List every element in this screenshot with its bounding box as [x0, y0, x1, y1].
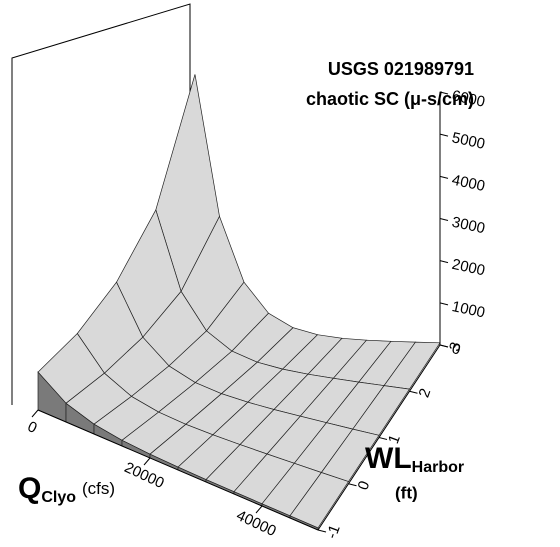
z-tick [439, 91, 449, 95]
y-tick [439, 344, 449, 348]
label-main: Q [18, 472, 41, 505]
x-tick [143, 457, 151, 466]
z-tick-label: 2000 [450, 256, 486, 280]
y-tick [409, 390, 418, 394]
title-line: chaotic SC (μ-s/cm) [306, 89, 474, 109]
y-axis-label: WLHarbor [365, 442, 464, 476]
y-tick-label: 0 [355, 479, 374, 493]
z-tick-label: 3000 [450, 214, 486, 238]
x-tick [255, 505, 263, 514]
z-tick [439, 175, 449, 179]
x-axis [37, 409, 319, 531]
x-tick-label: 20000 [122, 459, 167, 492]
y-tick [317, 529, 327, 533]
label-main: WL [365, 442, 412, 475]
label-sub: Clyo [41, 489, 76, 506]
z-tick-label: 1000 [450, 298, 486, 322]
y-tick [348, 483, 357, 487]
x-axis-label: QClyo (cfs) [18, 472, 115, 506]
x-tick-label: 40000 [234, 507, 279, 540]
z-tick [439, 302, 449, 306]
y-tick-label: 2 [416, 386, 435, 400]
x-tick [31, 409, 39, 418]
z-tick-label: 5000 [450, 129, 486, 153]
title-line: USGS 021989791 [328, 59, 474, 79]
x-tick-label: 0 [25, 418, 40, 437]
y-tick [378, 437, 388, 440]
z-tick-label: 0 [450, 340, 462, 358]
label-sub: Harbor [412, 459, 464, 476]
z-tick-label: 4000 [450, 171, 486, 195]
label-unit: (cfs) [82, 479, 115, 498]
z-tick [439, 218, 449, 221]
z-tick-label: 6000 [450, 87, 486, 111]
y-axis-unit: (ft) [395, 483, 418, 502]
y-tick-label: -1 [323, 523, 344, 541]
z-tick [439, 133, 449, 137]
surface [37, 74, 441, 531]
z-tick [439, 260, 449, 264]
